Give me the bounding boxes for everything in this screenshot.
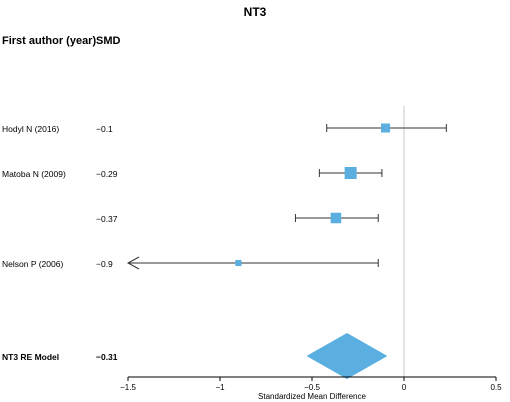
x-tick-label: 0.5 (490, 383, 502, 392)
summary-label: NT3 RE Model (2, 352, 59, 362)
summary-diamond (306, 333, 388, 379)
study-row: Nelson P (2006) −0.9 (2, 256, 379, 270)
study-marker (330, 212, 342, 224)
study-marker (344, 167, 357, 179)
study-smd-value: −0.37 (96, 214, 118, 224)
study-smd-value: −0.29 (96, 169, 118, 179)
study-marker (381, 123, 391, 133)
study-column-header: First author (year) (2, 35, 96, 47)
x-tick-label: 0 (402, 383, 407, 392)
x-tick-label: −1.5 (120, 383, 136, 392)
study-row: −0.37 (96, 212, 379, 224)
study-row: Hodyl N (2016) −0.1 (2, 123, 447, 134)
study-row: Matoba N (2009) −0.29 (2, 167, 383, 179)
smd-column-header: SMD (96, 35, 121, 47)
study-marker (235, 259, 242, 267)
study-label: Hodyl N (2016) (2, 124, 59, 134)
study-smd-value: −0.1 (96, 124, 113, 134)
x-tick-label: −1 (215, 383, 225, 392)
summary-row: NT3 RE Model −0.31 (2, 333, 388, 379)
study-label: Matoba N (2009) (2, 169, 66, 179)
study-label: Nelson P (2006) (2, 259, 63, 269)
x-tick-label: −0.5 (304, 383, 320, 392)
ci-arrow-left (126, 256, 140, 270)
x-axis: −1.5 −1 −0.5 0 0.5 (120, 376, 502, 392)
chart-title: NT3 (244, 5, 267, 19)
study-rows: Hodyl N (2016) −0.1 Matoba N (2009) −0.29 −0… (2, 123, 447, 270)
x-axis-label: Standardized Mean Difference (258, 392, 366, 401)
study-smd-value: −0.9 (96, 259, 113, 269)
summary-smd-value: −0.31 (96, 352, 118, 362)
